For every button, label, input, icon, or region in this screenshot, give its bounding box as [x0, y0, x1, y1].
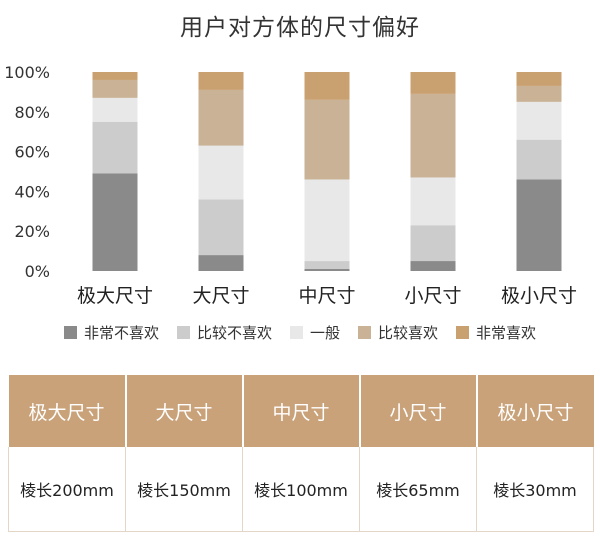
bar-segment: [198, 145, 244, 200]
legend-item: 一般: [289, 322, 340, 343]
legend-item: 比较喜欢: [358, 322, 438, 343]
x-tick-label: 中尺寸: [298, 285, 355, 307]
bar-segment: [198, 89, 244, 146]
table-cell: 棱长100mm: [242, 447, 360, 532]
legend-swatch: [176, 326, 190, 339]
bar-segment: [410, 261, 456, 271]
table-header-cell: 小尺寸: [359, 375, 478, 447]
x-tick-label: 大尺寸: [192, 285, 249, 307]
legend-swatch: [63, 326, 77, 339]
table-cell: 棱长30mm: [476, 447, 594, 532]
x-tick-label: 小尺寸: [404, 285, 461, 307]
table-cell: 棱长65mm: [359, 447, 477, 532]
y-tick-label: 40%: [14, 182, 50, 201]
bar-segment: [92, 72, 138, 80]
table-row: 棱长200mm 棱长150mm 棱长100mm 棱长65mm 棱长30mm: [8, 447, 594, 532]
bar-segment: [410, 177, 456, 226]
bar-segment: [516, 85, 562, 102]
bar-segment: [304, 99, 350, 180]
x-tick-label: 极大尺寸: [77, 285, 153, 307]
legend-label: 一般: [309, 324, 340, 342]
bar-segment: [516, 72, 562, 86]
y-tick-label: 60%: [14, 143, 50, 162]
bar-segment: [92, 97, 138, 122]
bar-segment: [198, 72, 244, 90]
stacked-bar-chart: 0% 20% 40% 60% 80% 100% 极大尺寸 大尺寸 中尺寸 小尺寸 极小尺寸: [4, 63, 577, 307]
table-header-cell: 大尺寸: [125, 375, 244, 447]
table-cell: 棱长150mm: [125, 447, 243, 532]
table-header-row: 极大尺寸 大尺寸 中尺寸 小尺寸 极小尺寸: [8, 375, 594, 447]
legend-item: 非常喜欢: [456, 322, 536, 343]
legend-label: 比较不喜欢: [196, 324, 272, 342]
legend-label: 非常喜欢: [476, 324, 537, 342]
x-tick-label: 极小尺寸: [501, 285, 577, 307]
y-tick-label: 100%: [4, 63, 50, 82]
y-tick-label: 80%: [14, 103, 50, 122]
bar-segment: [516, 179, 562, 271]
chart-title: 用户对方体的尺寸偏好: [180, 15, 420, 41]
bar-segment: [304, 179, 350, 262]
bar-segment: [92, 121, 138, 174]
bar-segment: [92, 79, 138, 98]
legend-swatch: [289, 326, 303, 339]
legend-swatch: [358, 326, 371, 339]
bar-segment: [304, 261, 350, 270]
table-cell: 棱长200mm: [8, 447, 126, 532]
y-tick-label: 0%: [25, 262, 50, 281]
legend-item: 非常不喜欢: [63, 322, 159, 343]
bar-segment: [198, 255, 244, 271]
legend: 非常不喜欢 比较不喜欢 一般 比较喜欢 非常喜欢: [0, 322, 600, 343]
legend-label: 非常不喜欢: [83, 324, 159, 342]
bar-segment: [304, 72, 350, 100]
bar-segment: [410, 93, 456, 178]
legend-label: 比较喜欢: [378, 324, 439, 342]
bar-segment: [516, 101, 562, 140]
bar-segment: [304, 269, 350, 271]
legend-swatch: [456, 326, 470, 339]
y-tick-label: 20%: [14, 222, 50, 241]
bar-segment: [410, 225, 456, 262]
bar-segment: [198, 199, 244, 256]
legend-item: 比较不喜欢: [176, 322, 272, 343]
bar-segment: [410, 72, 456, 94]
table-header-cell: 中尺寸: [242, 375, 361, 447]
table-header-cell: 极大尺寸: [8, 375, 127, 447]
bar-segment: [516, 139, 562, 180]
bar-segment: [92, 173, 138, 271]
size-table: 极大尺寸 大尺寸 中尺寸 小尺寸 极小尺寸 棱长200mm 棱长150mm 棱长100mm 棱…: [8, 375, 594, 532]
table-header-cell: 极小尺寸: [476, 375, 594, 447]
